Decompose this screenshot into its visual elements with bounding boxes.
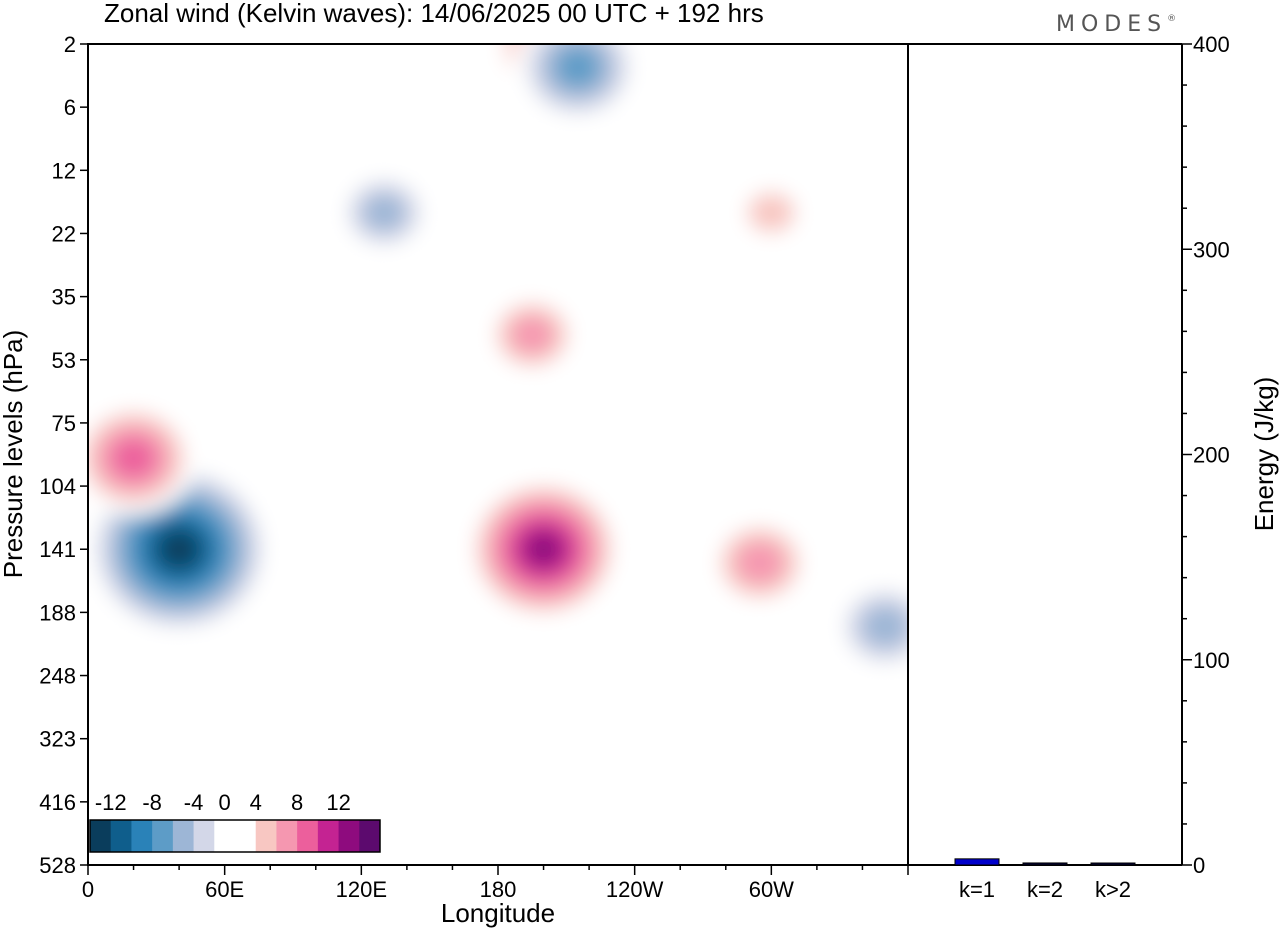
x-tick-label: 0 bbox=[82, 877, 94, 902]
energy-axis-label: Energy (J/kg) bbox=[1249, 377, 1279, 532]
energy-panel: 0 100 200 300 400 k=1 k=2 k>2 bbox=[954, 32, 1230, 902]
y-tick-label: 188 bbox=[39, 600, 76, 625]
colorbar-label: 12 bbox=[326, 790, 350, 815]
y-tick-label: 6 bbox=[64, 95, 76, 120]
x-tick-label: 120W bbox=[606, 877, 664, 902]
colorbar-swatch bbox=[90, 820, 112, 852]
colorbar-swatch bbox=[317, 820, 340, 852]
y-axis: 2 6 12 22 35 53 75 104 141 188 248 323 416 528 bbox=[39, 32, 88, 878]
colorbar-swatch bbox=[235, 820, 257, 852]
colorbar: -12 -8 -4 0 4 8 12 bbox=[89, 790, 381, 853]
colorbar-swatch bbox=[172, 820, 195, 852]
wind-anomaly-feature bbox=[705, 514, 814, 611]
wind-anomaly-feature bbox=[483, 291, 582, 378]
colorbar-label: 8 bbox=[291, 790, 303, 815]
colorbar-label: -12 bbox=[95, 790, 127, 815]
heatmap-area bbox=[88, 44, 908, 865]
x-tick-label: 60E bbox=[205, 877, 244, 902]
y-axis-label: Pressure levels (hPa) bbox=[0, 330, 28, 579]
colorbar-swatch bbox=[255, 820, 277, 852]
energy-tick-label: 100 bbox=[1193, 648, 1230, 673]
colorbar-swatch bbox=[131, 820, 153, 852]
wind-anomaly-feature bbox=[464, 476, 623, 623]
colorbar-frame bbox=[89, 819, 381, 853]
colorbar-swatch bbox=[338, 820, 360, 852]
x-axis-label: Longitude bbox=[441, 898, 555, 928]
wind-anomaly-feature bbox=[513, 44, 642, 126]
energy-tick-label: 0 bbox=[1193, 853, 1205, 878]
energy-bar-label: k=1 bbox=[959, 877, 995, 902]
y-tick-label: 12 bbox=[52, 158, 76, 183]
x-axis: 0 60E 120E 180 120W 60W bbox=[82, 865, 909, 902]
chart-title: Zonal wind (Kelvin waves): 14/06/2025 00… bbox=[104, 0, 764, 28]
colorbar-swatch bbox=[110, 820, 132, 852]
y-tick-label: 53 bbox=[52, 348, 76, 373]
y-tick-label: 104 bbox=[39, 474, 76, 499]
energy-bar-1 bbox=[954, 858, 1000, 866]
y-tick-label: 528 bbox=[39, 853, 76, 878]
energy-tick-label: 300 bbox=[1193, 237, 1230, 262]
x-tick-label: 60W bbox=[749, 877, 794, 902]
wind-anomaly-feature bbox=[732, 179, 811, 246]
y-tick-label: 248 bbox=[39, 664, 76, 689]
brand-logo: MODES® bbox=[1056, 12, 1176, 37]
energy-tick-label: 400 bbox=[1193, 32, 1230, 57]
y-tick-label: 323 bbox=[39, 727, 76, 752]
colorbar-label: 4 bbox=[250, 790, 262, 815]
wind-anomaly-feature bbox=[88, 400, 198, 517]
colorbar-swatch bbox=[214, 820, 236, 852]
colorbar-swatch bbox=[276, 820, 298, 852]
energy-bar-label: k>2 bbox=[1095, 877, 1131, 902]
colorbar-swatch bbox=[297, 820, 319, 852]
colorbar-swatch bbox=[152, 820, 174, 852]
colorbar-label: -4 bbox=[184, 790, 204, 815]
colorbar-label: -8 bbox=[142, 790, 162, 815]
y-tick-label: 416 bbox=[39, 790, 76, 815]
energy-bar-2 bbox=[1022, 862, 1068, 866]
y-tick-label: 22 bbox=[52, 221, 76, 246]
y-tick-label: 2 bbox=[64, 32, 76, 57]
x-tick-label: 120E bbox=[336, 877, 387, 902]
energy-bar-3 bbox=[1090, 862, 1136, 866]
colorbar-label: 0 bbox=[219, 790, 231, 815]
y-tick-label: 75 bbox=[52, 411, 76, 436]
y-tick-label: 141 bbox=[39, 537, 76, 562]
x-tick-label: 180 bbox=[480, 877, 517, 902]
colorbar-swatch bbox=[359, 820, 381, 852]
wind-anomaly-feature bbox=[831, 578, 908, 675]
energy-bar-label: k=2 bbox=[1027, 877, 1063, 902]
wind-anomaly-feature bbox=[335, 169, 434, 256]
colorbar-swatch bbox=[193, 820, 215, 852]
energy-tick-label: 200 bbox=[1193, 443, 1230, 468]
y-tick-label: 35 bbox=[52, 285, 76, 310]
